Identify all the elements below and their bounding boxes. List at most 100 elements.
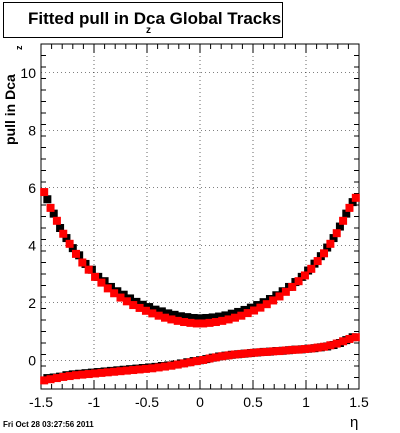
data-point-series-3	[141, 364, 150, 373]
data-point-series-1	[275, 292, 284, 301]
x-tick-label: -0.5	[135, 394, 159, 410]
data-point-series-1	[332, 229, 341, 238]
data-point-series-1	[148, 309, 157, 318]
data-point-series-3	[154, 363, 163, 372]
data-point-series-1	[300, 271, 309, 280]
data-point-series-1	[345, 203, 354, 212]
data-point-series-1	[167, 315, 176, 324]
data-point-series-3	[71, 371, 80, 380]
data-point-series-0	[221, 311, 230, 320]
data-point-series-1	[180, 318, 189, 327]
data-point-series-1	[269, 296, 278, 305]
data-point-series-3	[218, 352, 227, 361]
data-point-series-0	[329, 234, 338, 243]
data-point-series-3	[250, 348, 259, 357]
data-point-series-3	[211, 353, 220, 362]
data-point-series-1	[218, 316, 227, 325]
data-point-series-1	[59, 229, 68, 238]
data-point-series-3	[52, 374, 61, 383]
data-point-series-0	[176, 312, 185, 321]
data-point-series-1	[110, 289, 119, 298]
data-point-series-1	[351, 193, 360, 202]
data-point-series-1	[205, 318, 214, 327]
data-point-series-0	[56, 224, 65, 232]
data-point-series-3	[84, 370, 93, 379]
data-point-series-3	[192, 357, 201, 366]
x-tick-label: 1	[302, 394, 310, 410]
data-point-series-3	[199, 355, 208, 364]
y-tick-label: 2	[28, 295, 36, 311]
data-point-series-3	[78, 370, 87, 379]
data-point-series-1	[307, 264, 316, 273]
data-point-series-3	[148, 364, 157, 373]
data-point-series-3	[313, 343, 322, 352]
data-point-series-1	[230, 313, 239, 322]
data-point-series-3	[326, 341, 335, 350]
data-point-series-3	[40, 376, 49, 385]
data-point-series-0	[196, 314, 204, 323]
data-point-series-0	[157, 307, 166, 316]
data-point-series-1	[97, 278, 106, 287]
y-tick-label: 8	[28, 122, 36, 138]
data-point-series-0	[170, 310, 179, 319]
data-point-series-1	[250, 306, 259, 315]
timestamp: Fri Oct 28 03:27:56 2011	[3, 420, 94, 429]
y-axis-label-subscript: z	[14, 45, 24, 51]
data-point-series-1	[320, 249, 329, 258]
data-point-series-3	[339, 337, 348, 346]
data-point-series-3	[91, 369, 100, 378]
data-point-series-0	[227, 309, 236, 318]
data-point-series-3	[224, 351, 233, 360]
data-point-series-1	[52, 216, 61, 225]
data-point-series-1	[313, 257, 322, 266]
data-point-series-3	[46, 375, 55, 384]
data-point-series-3	[288, 345, 297, 354]
data-point-series-1	[211, 318, 220, 327]
data-point-series-0	[208, 313, 217, 322]
data-point-series-1	[161, 313, 170, 322]
data-point-series-3	[320, 342, 329, 351]
data-point-series-3	[345, 334, 354, 343]
data-point-series-1	[199, 319, 208, 328]
data-point-series-1	[40, 188, 49, 197]
data-point-series-3	[351, 333, 360, 342]
y-tick-label: 10	[20, 65, 36, 81]
data-point-series-1	[46, 203, 55, 212]
data-point-series-3	[103, 368, 112, 377]
data-point-series-3	[332, 339, 341, 348]
data-point-series-1	[65, 239, 74, 248]
data-point-series-0	[43, 195, 52, 204]
data-point-series-1	[339, 216, 348, 225]
data-point-series-1	[243, 309, 252, 318]
data-point-series-3	[122, 366, 131, 375]
data-point-series-1	[154, 311, 163, 320]
data-point-series-1	[237, 311, 246, 320]
data-point-series-1	[173, 316, 182, 325]
data-point-series-3	[167, 361, 176, 370]
data-point-series-0	[202, 313, 211, 322]
data-point-series-1	[91, 272, 100, 281]
data-point-series-1	[78, 258, 87, 267]
data-point-series-0	[348, 198, 357, 207]
data-point-series-0	[183, 313, 192, 322]
y-axis-label: pull in Dca	[2, 74, 18, 145]
data-point-series-0	[189, 313, 198, 322]
x-tick-label: 0	[196, 394, 204, 410]
data-point-series-3	[97, 368, 106, 377]
x-tick-label: 1.5	[349, 394, 369, 410]
data-point-series-1	[186, 318, 195, 327]
data-point-series-0	[215, 312, 224, 321]
data-point-series-1	[192, 319, 201, 328]
data-point-series-1	[294, 277, 303, 286]
x-tick-label: -1	[88, 394, 101, 410]
data-point-series-3	[269, 347, 278, 356]
x-axis-label: η	[350, 414, 359, 431]
data-point-series-3	[237, 349, 246, 358]
data-point-series-3	[173, 360, 182, 369]
data-point-series-3	[307, 344, 316, 353]
data-point-series-3	[180, 359, 189, 368]
chart-title: Fitted pull in Dca Global Tracks	[28, 9, 282, 28]
data-point-series-3	[256, 348, 265, 357]
data-point-series-3	[59, 372, 68, 381]
data-point-series-1	[84, 265, 93, 274]
